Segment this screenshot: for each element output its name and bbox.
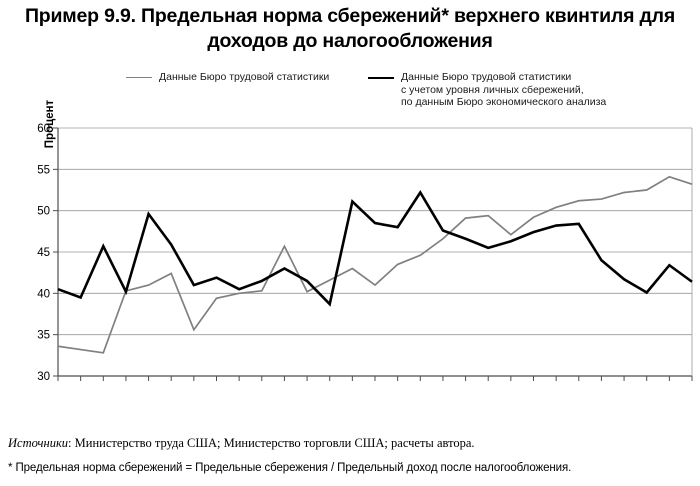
data-series-line-bls (57, 175, 693, 354)
legend-label-bls: Данные Бюро трудовой статистики (159, 71, 330, 83)
footnote: * Предельная норма сбережений = Предельн… (8, 462, 572, 474)
y-axis-tick-label: 40 (37, 288, 50, 300)
legend-item-bls-bea: Данные Бюро трудовой статистики с учетом… (368, 71, 606, 109)
legend-line-swatch-black (368, 77, 394, 79)
y-axis-tick-label: 50 (37, 206, 50, 218)
chart-legend: Данные Бюро трудовой статистики Данные Б… (0, 70, 700, 116)
y-axis-tick-label: 30 (37, 371, 50, 383)
y-axis-tick-label: 45 (37, 247, 50, 259)
source-note: Источники: Министерство труда США; Минис… (8, 436, 692, 451)
legend-item-bls: Данные Бюро трудовой статистики (126, 71, 329, 84)
chart-plot-area: 3035404550556019841985198619871988198919… (0, 118, 700, 386)
source-note-label: Источники (8, 436, 69, 450)
y-axis-tick-label: 35 (37, 330, 50, 342)
source-note-text: : Министерство труда США; Министерство т… (68, 436, 475, 450)
line-chart-svg: 3035404550556019841985198619871988198919… (37, 123, 699, 386)
page-title: Пример 9.9. Предельная норма сбережений*… (24, 5, 676, 52)
data-series-line-bls-bea (57, 190, 693, 307)
legend-label-bls-bea: Данные Бюро трудовой статистики с учетом… (401, 71, 607, 109)
legend-line-swatch-gray (126, 77, 152, 78)
y-axis-tick-label: 60 (37, 123, 50, 135)
y-axis-tick-label: 55 (37, 164, 50, 176)
